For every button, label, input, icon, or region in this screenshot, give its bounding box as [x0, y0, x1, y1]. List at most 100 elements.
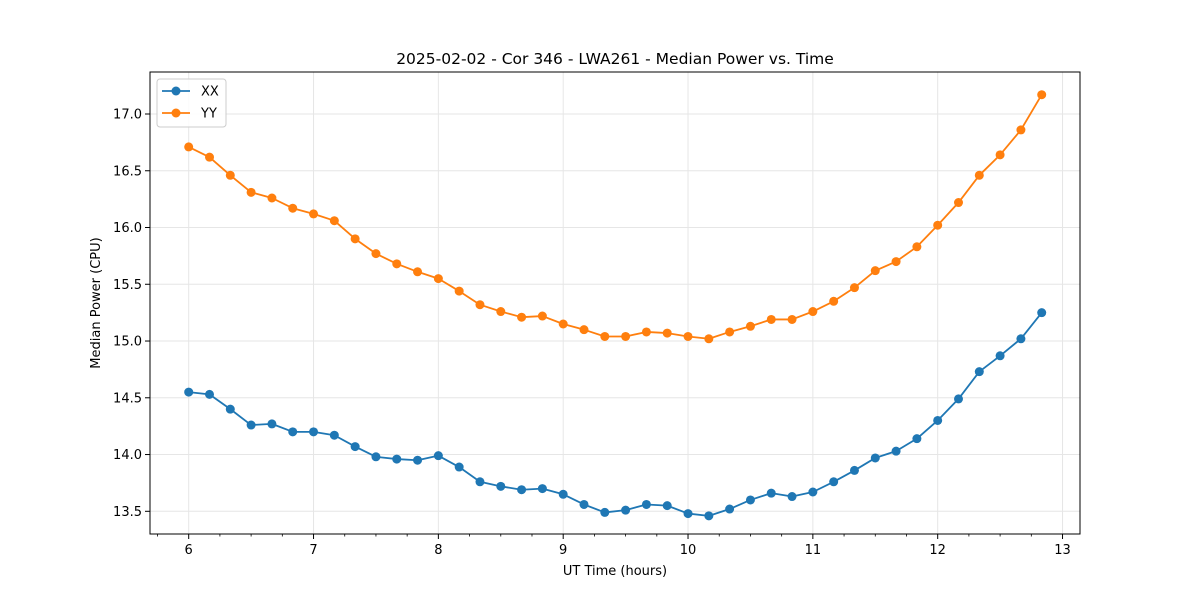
- data-point-xx: [517, 485, 527, 495]
- series-xx: [184, 308, 1047, 521]
- data-point-yy: [558, 319, 568, 329]
- legend-marker-yy: [171, 108, 181, 118]
- data-point-yy: [912, 242, 922, 252]
- x-tick-label: 10: [680, 543, 697, 558]
- data-point-yy: [329, 216, 339, 226]
- data-point-xx: [683, 509, 693, 519]
- data-point-yy: [288, 203, 298, 213]
- data-point-xx: [579, 499, 589, 509]
- series-yy: [184, 90, 1047, 344]
- data-point-xx: [766, 488, 776, 498]
- data-point-yy: [974, 170, 984, 180]
- data-point-yy: [870, 266, 880, 276]
- data-point-xx: [829, 477, 839, 487]
- y-tick-label: 14.5: [113, 391, 142, 406]
- data-point-yy: [246, 187, 256, 197]
- data-point-yy: [704, 334, 714, 344]
- data-point-yy: [600, 331, 610, 341]
- y-axis-label: Median Power (CPU): [89, 237, 104, 368]
- data-point-yy: [849, 283, 859, 293]
- data-point-yy: [433, 274, 443, 284]
- data-point-yy: [766, 314, 776, 324]
- data-point-yy: [454, 286, 464, 296]
- data-point-xx: [870, 453, 880, 463]
- x-tick-label: 12: [929, 543, 946, 558]
- legend-label-xx: XX: [201, 85, 219, 100]
- data-point-xx: [974, 367, 984, 377]
- data-point-xx: [1016, 334, 1026, 344]
- data-point-xx: [1037, 308, 1047, 318]
- x-tick-label: 9: [559, 543, 567, 558]
- y-tick-label: 14.0: [113, 448, 142, 463]
- data-point-xx: [891, 446, 901, 456]
- data-point-xx: [392, 454, 402, 464]
- grid: [150, 72, 1080, 534]
- data-point-yy: [787, 314, 797, 324]
- chart-title: 2025-02-02 - Cor 346 - LWA261 - Median P…: [396, 50, 834, 68]
- data-point-yy: [725, 327, 735, 337]
- data-point-yy: [995, 150, 1005, 160]
- y-tick-label: 15.5: [113, 278, 142, 293]
- x-axis-ticks: 6 7 8 9 10 11 12 13: [157, 534, 1071, 558]
- data-point-xx: [704, 511, 714, 521]
- y-tick-label: 16.5: [113, 164, 142, 179]
- series-group: [184, 90, 1047, 521]
- data-point-yy: [683, 331, 693, 341]
- data-point-yy: [954, 198, 964, 208]
- y-tick-label: 13.5: [113, 505, 142, 520]
- legend-label-yy: YY: [200, 107, 217, 122]
- data-point-xx: [225, 404, 235, 414]
- data-point-yy: [205, 152, 215, 162]
- data-point-xx: [745, 495, 755, 505]
- data-point-xx: [413, 455, 423, 465]
- data-point-yy: [1037, 90, 1047, 100]
- plot-frame: [149, 71, 1081, 535]
- data-point-xx: [641, 499, 651, 509]
- data-point-yy: [829, 296, 839, 306]
- data-point-yy: [933, 220, 943, 230]
- data-point-yy: [891, 257, 901, 267]
- data-point-xx: [205, 389, 215, 399]
- data-point-xx: [558, 489, 568, 499]
- data-point-xx: [246, 420, 256, 430]
- x-tick-label: 13: [1054, 543, 1071, 558]
- x-axis-label: UT Time (hours): [563, 564, 667, 579]
- data-point-yy: [641, 327, 651, 337]
- data-point-yy: [808, 307, 818, 317]
- data-point-yy: [267, 193, 277, 203]
- data-point-xx: [267, 419, 277, 429]
- data-point-yy: [537, 311, 547, 321]
- legend: XX YY: [156, 78, 227, 128]
- data-point-xx: [662, 501, 672, 511]
- data-point-xx: [496, 481, 506, 491]
- data-point-xx: [309, 427, 319, 437]
- data-point-xx: [371, 452, 381, 462]
- data-point-xx: [808, 487, 818, 497]
- data-point-xx: [184, 387, 194, 397]
- data-point-yy: [621, 331, 631, 341]
- legend-entries: XX YY: [162, 85, 219, 122]
- data-point-yy: [1016, 125, 1026, 135]
- legend-marker-xx: [171, 86, 181, 96]
- data-point-xx: [933, 415, 943, 425]
- y-axis-ticks: 13.5 14.0 14.5 15.0 15.5 16.0 16.5 17.0: [113, 108, 150, 520]
- data-point-yy: [309, 209, 319, 219]
- data-point-xx: [912, 434, 922, 444]
- data-point-yy: [517, 312, 527, 322]
- data-point-xx: [787, 492, 797, 502]
- data-point-yy: [496, 307, 506, 317]
- x-tick-label: 7: [309, 543, 317, 558]
- data-point-yy: [392, 259, 402, 269]
- data-point-yy: [413, 267, 423, 277]
- data-point-xx: [725, 504, 735, 514]
- data-point-yy: [662, 328, 672, 338]
- x-tick-label: 8: [434, 543, 442, 558]
- data-point-yy: [350, 234, 360, 244]
- data-point-yy: [371, 249, 381, 259]
- data-point-xx: [849, 465, 859, 475]
- data-point-yy: [579, 325, 589, 335]
- data-point-xx: [954, 394, 964, 404]
- data-point-yy: [184, 142, 194, 152]
- data-point-xx: [329, 430, 339, 440]
- data-point-xx: [621, 505, 631, 515]
